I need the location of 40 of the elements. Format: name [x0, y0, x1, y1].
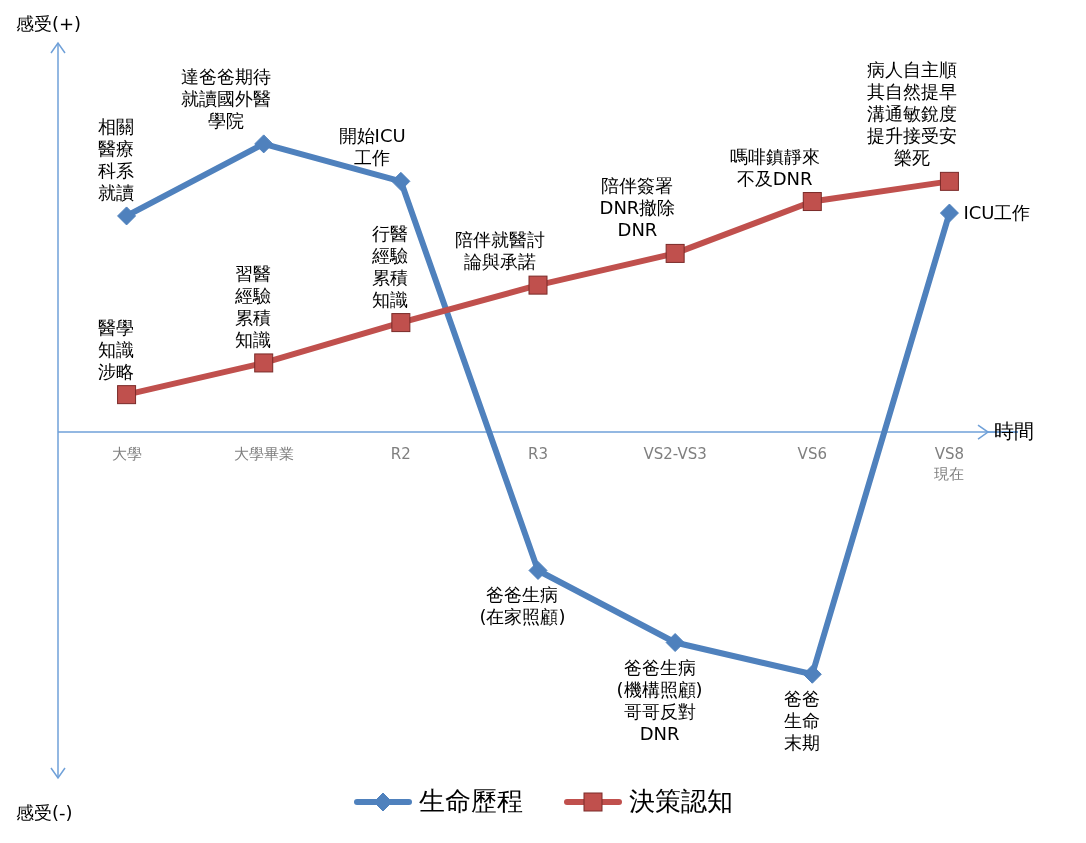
x-tick-label: 大學畢業: [233, 444, 294, 465]
annotation: 達爸爸期待就讀國外醫學院: [180, 65, 272, 132]
annotation: 爸爸生病(機構照顧)哥哥反對DNR: [615, 656, 704, 745]
legend-label: 決策認知: [629, 785, 733, 818]
x-tick-label: 大學: [111, 444, 142, 465]
x-tick-label: R2: [390, 444, 411, 465]
x-tick-label: R3: [528, 444, 548, 465]
point: [802, 192, 822, 212]
point: [117, 206, 137, 226]
annotation: 相關醫療科系就讀: [96, 115, 135, 204]
point: [665, 633, 685, 653]
text: 感受(-): [16, 802, 73, 824]
annotation: 開始ICU工作: [337, 125, 407, 170]
legend-label: 生命歷程: [419, 785, 523, 818]
text: 感受(+): [16, 13, 82, 35]
point: [391, 171, 411, 191]
point: [939, 203, 959, 223]
point: [802, 664, 822, 684]
annotation: 陪伴簽署DNR撤除DNR: [598, 175, 677, 242]
annotation: 習醫經驗累積知識: [234, 262, 272, 351]
annotation: 行醫經驗累積知識: [371, 222, 410, 311]
x-tick-label: VS8 現在: [934, 444, 965, 485]
annotation: 陪伴就醫討論與承諾: [454, 229, 547, 274]
point: [939, 171, 959, 191]
annotation: 爸爸生病(在家照顧): [478, 584, 567, 629]
x-tick-label: VS2-VS3: [643, 444, 707, 465]
x-tick-label: VS6: [797, 444, 827, 465]
point: [117, 385, 137, 405]
annotation: 嗎啡鎮靜來不及DNR: [728, 145, 821, 190]
annotation: ICU工作: [963, 202, 1031, 225]
x-axis-title: 時間: [994, 419, 1034, 444]
point: [528, 560, 548, 580]
point: [391, 313, 411, 333]
point: [254, 353, 274, 373]
annotation: 醫學知識涉略: [96, 316, 135, 383]
point: [254, 134, 274, 154]
point: [665, 243, 685, 263]
annotation: 病人自主順其自然提早溝通敏銳度提升接受安樂死: [865, 59, 958, 170]
point: [528, 275, 548, 295]
annotation: 爸爸生命末期: [783, 688, 822, 755]
